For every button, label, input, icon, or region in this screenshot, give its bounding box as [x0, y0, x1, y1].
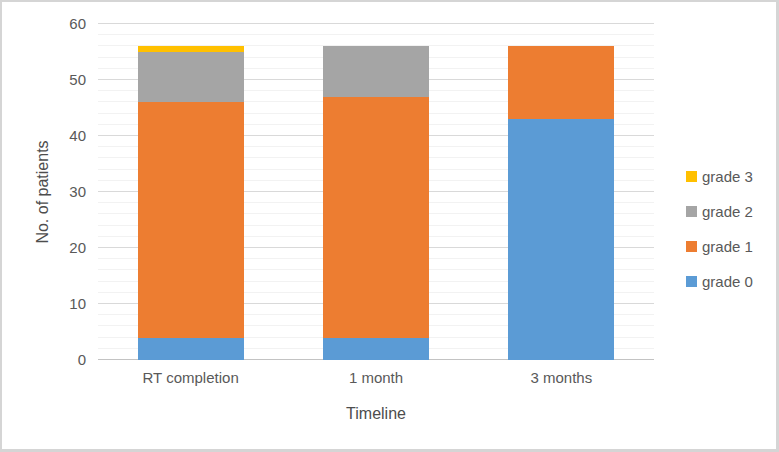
- legend-label: grade 1: [702, 238, 753, 255]
- bar-segment-grade-0: [508, 119, 614, 360]
- bar-segment-grade-1: [508, 46, 614, 119]
- category-label: 3 months: [481, 369, 641, 386]
- category-label: 1 month: [296, 369, 456, 386]
- legend-label: grade 0: [702, 273, 753, 290]
- bar-segment-grade-0: [323, 338, 429, 360]
- chart: No. of patients Timeline grade 3grade 2g…: [0, 0, 779, 452]
- y-tick-label: 10: [42, 296, 86, 311]
- bar-segment-grade-0: [138, 338, 244, 360]
- y-tick-label: 20: [42, 240, 86, 255]
- legend-swatch-icon: [686, 276, 697, 287]
- bar-segment-grade-1: [323, 97, 429, 338]
- legend-swatch-icon: [686, 241, 697, 252]
- legend-item-grade-3: grade 3: [686, 164, 753, 188]
- y-tick-label: 50: [42, 72, 86, 87]
- x-axis-title: Timeline: [346, 405, 406, 423]
- legend-item-grade-0: grade 0: [686, 269, 753, 293]
- y-tick-label: 30: [42, 184, 86, 199]
- legend-swatch-icon: [686, 171, 697, 182]
- bar-rt-completion: [138, 24, 244, 360]
- bar-3-months: [508, 24, 614, 360]
- y-tick-label: 60: [42, 16, 86, 31]
- legend-item-grade-1: grade 1: [686, 234, 753, 258]
- y-tick-label: 0: [42, 352, 86, 367]
- bar-segment-grade-2: [138, 52, 244, 102]
- bar-1-month: [323, 24, 429, 360]
- bar-segment-grade-3: [138, 46, 244, 52]
- category-label: RT completion: [111, 369, 271, 386]
- legend-swatch-icon: [686, 206, 697, 217]
- legend-item-grade-2: grade 2: [686, 199, 753, 223]
- plot-area: [98, 24, 654, 360]
- bar-segment-grade-2: [323, 46, 429, 96]
- legend-label: grade 3: [702, 168, 753, 185]
- bar-segment-grade-1: [138, 102, 244, 337]
- y-tick-label: 40: [42, 128, 86, 143]
- legend-label: grade 2: [702, 203, 753, 220]
- legend: grade 3 grade 2 grade 1 grade 0: [686, 164, 753, 293]
